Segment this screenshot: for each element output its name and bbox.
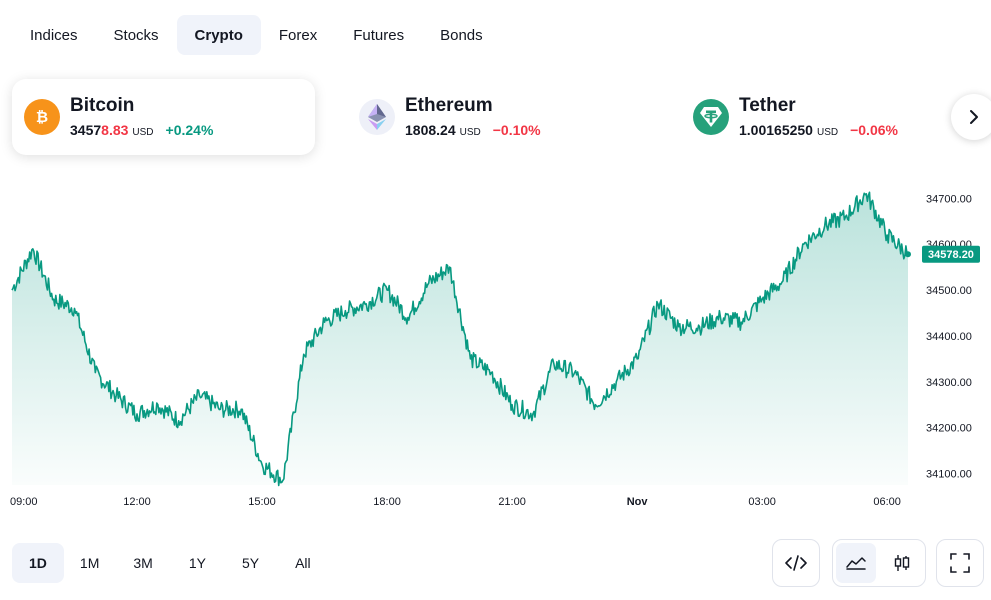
range-all-button[interactable]: All: [295, 555, 311, 571]
last-price-label: 34578.20: [922, 245, 980, 263]
candlestick-chart-button[interactable]: [882, 543, 922, 583]
area-chart-icon: [846, 557, 866, 570]
y-tick-label: 34700.00: [926, 193, 972, 205]
market-tabs: Indices Stocks Crypto Forex Futures Bond…: [12, 15, 501, 55]
y-tick-label: 34500.00: [926, 285, 972, 297]
price-chart[interactable]: 34700.0034600.0034500.0034400.0034300.00…: [0, 180, 991, 520]
tab-stocks[interactable]: Stocks: [113, 26, 159, 44]
coin-name: Bitcoin: [70, 94, 135, 116]
tab-futures[interactable]: Futures: [353, 26, 405, 44]
x-tick-label: 18:00: [373, 496, 401, 508]
chevron-right-icon: [970, 110, 978, 124]
coin-price: 34578.83: [70, 121, 129, 138]
y-tick-label: 34400.00: [926, 331, 972, 343]
x-tick-label: 21:00: [498, 496, 526, 508]
tab-indices[interactable]: Indices: [30, 26, 78, 44]
coin-price: 1.00165250: [739, 121, 813, 138]
fullscreen-icon: [950, 553, 970, 573]
coin-card-ethereum[interactable]: Ethereum 1808.24 USD −0.10%: [347, 79, 541, 155]
next-coins-button[interactable]: [951, 94, 991, 140]
chart-type-box: [832, 539, 926, 587]
area-chart-button[interactable]: [836, 543, 876, 583]
y-axis: 34700.0034600.0034500.0034400.0034300.00…: [926, 193, 972, 480]
coin-price: 1808.24: [405, 121, 456, 138]
range-selector: 1D 1M 3M 1Y 5Y All: [12, 543, 329, 583]
fullscreen-box: [936, 539, 984, 587]
x-axis: 09:00 12:00 15:00 18:00 21:00 Nov 03:00 06:00: [10, 496, 901, 508]
candlestick-icon: [894, 555, 910, 571]
fullscreen-button[interactable]: [940, 543, 980, 583]
range-5y-button[interactable]: 5Y: [241, 555, 260, 571]
tab-crypto[interactable]: Crypto: [176, 15, 261, 55]
coin-change: −0.10%: [492, 121, 541, 138]
y-tick-label: 34100.00: [926, 469, 972, 481]
y-tick-label: 34200.00: [926, 423, 972, 435]
embed-code-button[interactable]: [776, 543, 816, 583]
embed-code-box: [772, 539, 820, 587]
last-price-dot: [905, 251, 911, 258]
x-tick-label: 03:00: [748, 496, 776, 508]
x-tick-label: 15:00: [248, 496, 276, 508]
x-tick-label: 09:00: [10, 496, 38, 508]
range-3m-button[interactable]: 3M: [133, 555, 153, 571]
chart-area-fill: [12, 192, 908, 486]
coin-card-bitcoin[interactable]: ₿ Bitcoin 34578.83 USD +0.24%: [12, 79, 315, 155]
coin-change: +0.24%: [165, 121, 214, 138]
coin-currency: USD: [459, 126, 481, 138]
coin-currency: USD: [132, 126, 154, 138]
ethereum-icon: [359, 99, 395, 135]
code-icon: [785, 555, 807, 571]
range-1y-button[interactable]: 1Y: [188, 555, 206, 571]
range-1m-button[interactable]: 1M: [79, 555, 100, 571]
coin-currency: USD: [816, 126, 839, 138]
last-price-label-text: 34578.20: [928, 249, 974, 261]
svg-text:₿: ₿: [36, 108, 48, 126]
bitcoin-icon: ₿: [24, 99, 60, 135]
y-tick-label: 34300.00: [926, 377, 972, 389]
chart-price-line: [11, 191, 909, 487]
coin-name: Tether: [739, 94, 796, 116]
coin-name: Ethereum: [405, 94, 493, 116]
tether-icon: [693, 99, 729, 135]
coin-change: −0.06%: [850, 121, 898, 138]
tab-bonds[interactable]: Bonds: [440, 26, 483, 44]
x-tick-label: Nov: [627, 496, 649, 508]
range-1d-button[interactable]: 1D: [12, 543, 64, 583]
coin-card-tether[interactable]: Tether 1.00165250 USD −0.06%: [681, 79, 898, 155]
x-tick-label: 06:00: [873, 496, 901, 508]
tab-forex[interactable]: Forex: [278, 26, 318, 44]
x-tick-label: 12:00: [123, 496, 151, 508]
